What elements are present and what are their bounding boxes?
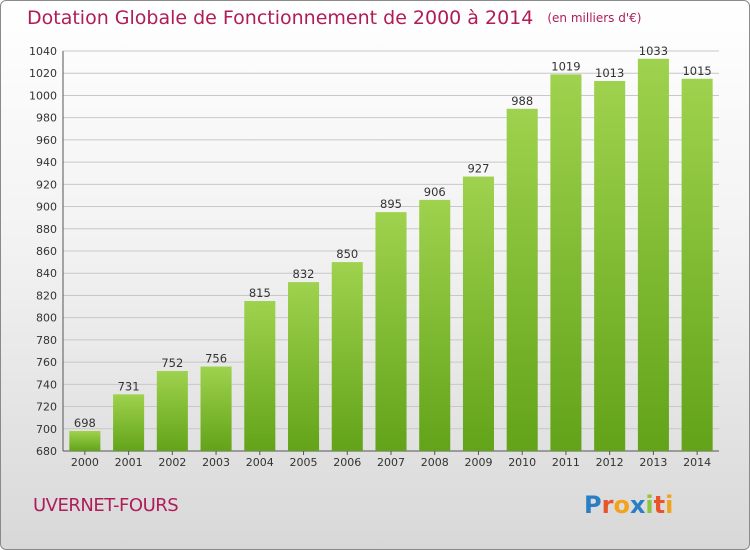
logo-letter: x (629, 491, 646, 519)
bar (331, 262, 363, 451)
x-tick-label: 2003 (202, 456, 230, 469)
logo-letter: r (601, 491, 614, 519)
data-labels: 698 731 752 756 815 832 850 895 906 927 988 1019 101… (74, 44, 712, 430)
y-tick-label: 900 (36, 201, 57, 214)
y-tick-label: 1040 (29, 45, 57, 58)
y-tick-labels: 680 700 720 740 760 780 800 820 840 860 880 900 920 9… (29, 45, 57, 458)
y-tick-label: 720 (36, 401, 57, 414)
bar (594, 81, 626, 451)
data-label: 927 (467, 162, 489, 176)
x-tick-label: 2006 (333, 456, 361, 469)
data-label: 752 (161, 356, 183, 370)
x-tick-labels: 2000 2001 2002 2003 2004 2005 2006 2007 2008 2009… (71, 456, 711, 469)
data-label: 1013 (595, 66, 624, 80)
y-tick-label: 960 (36, 134, 57, 147)
data-label: 731 (118, 379, 140, 393)
y-tick-label: 860 (36, 245, 57, 258)
y-tick-label: 980 (36, 112, 57, 125)
x-tick-label: 2009 (464, 456, 492, 469)
bar (156, 371, 188, 451)
bar (69, 431, 101, 451)
y-tick-label: 760 (36, 356, 57, 369)
y-tick-label: 780 (36, 334, 57, 347)
bars (69, 58, 713, 452)
data-label: 832 (293, 267, 315, 281)
bar (550, 74, 582, 451)
bar (375, 212, 407, 451)
bar (681, 78, 713, 452)
data-label: 1019 (551, 59, 580, 73)
commune-name: UVERNET-FOURS (33, 495, 179, 516)
x-tick-label: 2010 (508, 456, 536, 469)
data-label: 850 (336, 247, 358, 261)
data-label: 698 (74, 416, 96, 430)
x-tick-label: 2011 (552, 456, 580, 469)
y-tick-label: 800 (36, 312, 57, 325)
logo-letter: i (665, 491, 674, 519)
data-label: 815 (249, 286, 271, 300)
y-tick-label: 1020 (29, 67, 57, 80)
logo-letter: t (653, 491, 666, 519)
y-tick-label: 680 (36, 445, 57, 458)
y-tick-label: 840 (36, 267, 57, 280)
y-tick-label: 1000 (29, 89, 57, 102)
bar (200, 366, 232, 451)
x-tick-label: 2001 (115, 456, 143, 469)
x-tick-label: 2000 (71, 456, 99, 469)
y-tick-label: 920 (36, 178, 57, 191)
bar (637, 58, 669, 452)
data-label: 895 (380, 197, 402, 211)
x-tick-label: 2008 (421, 456, 449, 469)
proxiti-logo: Proxiti (584, 491, 673, 519)
y-tick-label: 820 (36, 289, 57, 302)
y-tick-label: 880 (36, 223, 57, 236)
title-text: Dotation Globale de Fonctionnement de 20… (27, 7, 534, 29)
x-tick-label: 2007 (377, 456, 405, 469)
logo-letter: P (584, 491, 602, 519)
bar (506, 108, 538, 452)
bar-chart: 680 700 720 740 760 780 800 820 840 860 880 900 920 9… (29, 44, 719, 469)
chart-title: Dotation Globale de Fonctionnement de 20… (27, 7, 641, 29)
x-tick-label: 2012 (596, 456, 624, 469)
logo-letter: i (645, 491, 654, 519)
data-label: 1033 (639, 44, 668, 58)
unit-label: (en milliers d'€) (547, 11, 642, 25)
data-label: 906 (424, 185, 446, 199)
x-tick-label: 2014 (683, 456, 711, 469)
x-tick-label: 2005 (290, 456, 318, 469)
data-label: 756 (205, 352, 227, 366)
x-tick-label: 2002 (158, 456, 186, 469)
bar (288, 282, 320, 451)
x-tick-label: 2013 (639, 456, 667, 469)
logo-letter: o (613, 491, 630, 519)
bar (462, 176, 494, 452)
y-tick-label: 740 (36, 378, 57, 391)
bar (419, 199, 451, 451)
y-tick-label: 940 (36, 156, 57, 169)
bar (244, 301, 276, 451)
x-tick-label: 2004 (246, 456, 274, 469)
data-label: 988 (511, 94, 533, 108)
y-tick-label: 700 (36, 423, 57, 436)
data-label: 1015 (682, 64, 711, 78)
bar (113, 394, 145, 451)
